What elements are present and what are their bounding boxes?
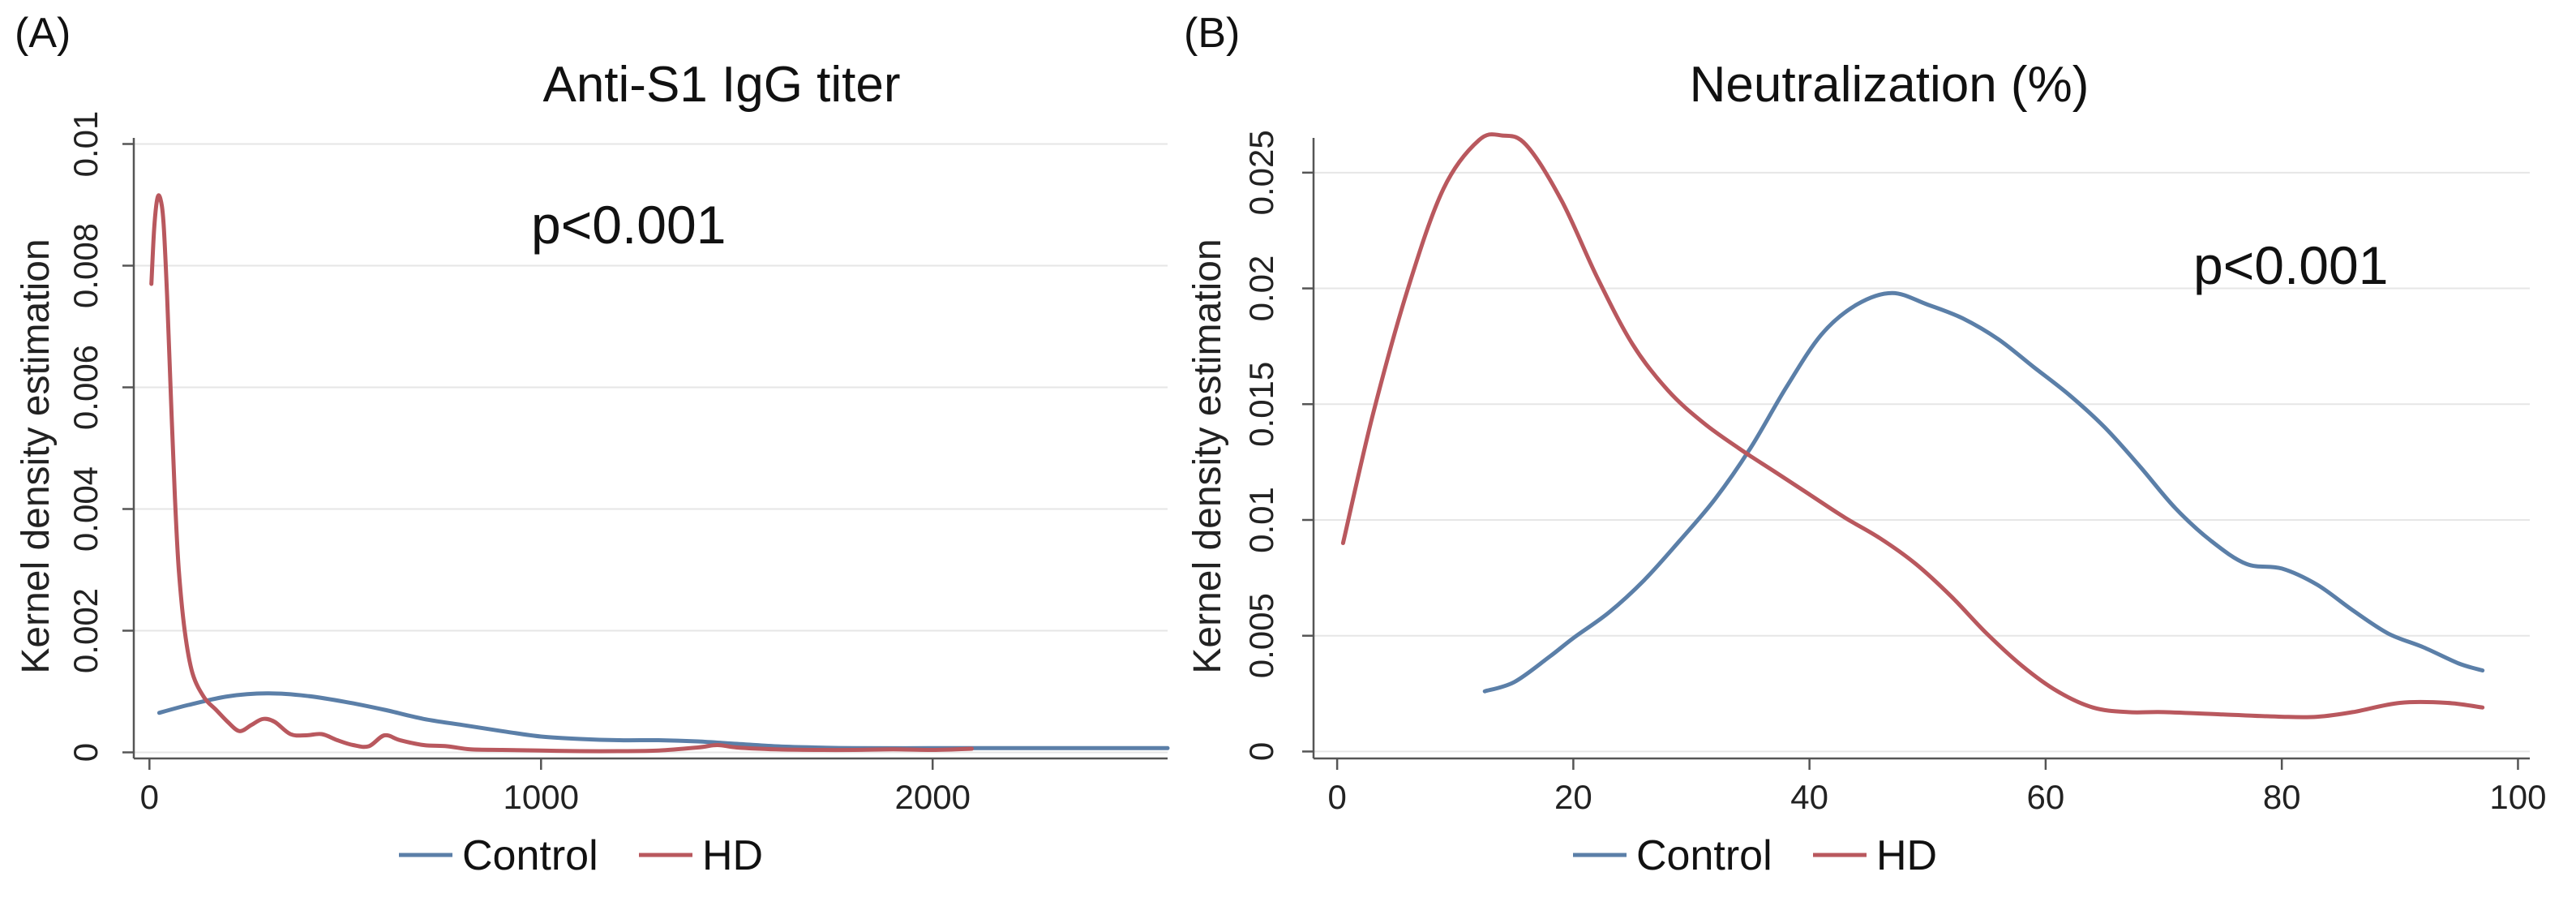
chart-0-y-tick-label: 0.002 [66,588,105,673]
panel-a: 0 0.002 0.004 0.006 0.008 0.01 0 1000 2000 Kernel… [15,10,1170,879]
chart-1-x-tick-label: 20 [1554,778,1592,816]
chart-0-legend-label-control: Control [462,832,598,879]
chart-1-x-tick-label: 0 [1327,778,1346,816]
chart-1-x-tick-label: 80 [2263,778,2301,816]
chart-0-series-control-line [156,691,1170,750]
chart-1-x-tick-label: 60 [2027,778,2065,816]
chart-1-legend-label-control: Control [1636,832,1772,879]
chart-0-y-tick-label: 0.008 [66,223,105,308]
chart-0-y-axis-title: Kernel density estimation [15,238,58,673]
chart-1-title: Neutralization (%) [1690,57,2090,113]
chart-0-y-tick-label: 0.006 [66,345,105,430]
chart-1-y-tick-label: 0.025 [1242,130,1280,215]
chart-0-y-tick-label: 0.004 [66,466,105,552]
chart-1-panel-label: (B) [1184,10,1240,57]
chart-1-y-tick-label: 0.005 [1242,593,1280,678]
chart-1-legend-label-hd: HD [1876,832,1937,879]
chart-0-x-tick-label: 1000 [504,778,579,816]
chart-1-y-tick-label: 0 [1242,742,1280,761]
chart-0-y-tick-label: 0 [66,743,105,762]
chart-1-x-tick-label: 100 [2489,778,2546,816]
chart-0-p-value: p<0.001 [531,195,726,255]
chart-0-legend-label-hd: HD [702,832,763,879]
chart-1-p-value: p<0.001 [2193,235,2388,295]
chart-1-y-tick-label: 0.015 [1242,362,1280,447]
chart-1-series-control-line [1482,290,2485,694]
panel-b: 0 0.005 0.01 0.015 0.02 0.025 0 20 40 60 80 100 Kern… [1184,10,2546,879]
chart-0-x-tick-label: 2000 [895,778,971,816]
chart-0-x-tick-label: 0 [140,778,159,816]
chart-1-x-tick-label: 40 [1790,778,1828,816]
chart-1-series-hd-line [1340,132,2485,720]
chart-1-y-axis-title: Kernel density estimation [1186,238,1229,673]
chart-0-y-tick-label: 0.01 [66,111,105,178]
chart-1-y-tick-label: 0.02 [1242,256,1280,322]
chart-0-series-hd-line [149,193,974,754]
chart-1-y-tick-label: 0.01 [1242,487,1280,553]
chart-0-panel-label: (A) [15,10,71,57]
chart-0-title: Anti-S1 IgG titer [542,57,900,113]
